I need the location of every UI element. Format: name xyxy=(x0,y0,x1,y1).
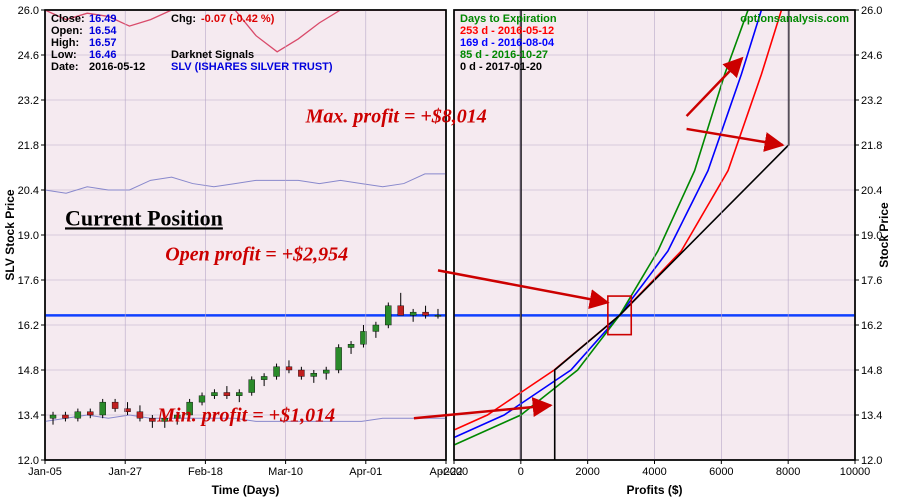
y-axis-label-right: Stock Price xyxy=(877,202,891,268)
svg-text:Apr-01: Apr-01 xyxy=(349,466,382,478)
open-profit-label: Open profit = +$2,954 xyxy=(165,244,348,266)
svg-text:Darknet Signals: Darknet Signals xyxy=(171,49,254,61)
svg-text:13.4: 13.4 xyxy=(861,410,882,422)
svg-text:17.6: 17.6 xyxy=(861,275,882,287)
position-title: Current Position xyxy=(65,205,223,230)
svg-text:8000: 8000 xyxy=(776,466,800,478)
legend-item: 85 d - 2016-10-27 xyxy=(460,49,548,61)
svg-text:2016-05-12: 2016-05-12 xyxy=(89,61,145,73)
svg-text:21.8: 21.8 xyxy=(18,140,39,152)
svg-text:Date:: Date: xyxy=(51,61,79,73)
legend-item: 0 d - 2017-01-20 xyxy=(460,61,542,73)
svg-text:High:: High: xyxy=(51,37,79,49)
x-axis-label-right: Profits ($) xyxy=(626,483,682,497)
legend-item: 169 d - 2016-08-04 xyxy=(460,37,555,49)
svg-text:0: 0 xyxy=(518,466,524,478)
svg-text:13.4: 13.4 xyxy=(18,410,39,422)
svg-text:-2000: -2000 xyxy=(440,466,468,478)
svg-text:19.0: 19.0 xyxy=(18,230,39,242)
svg-text:20.4: 20.4 xyxy=(18,185,39,197)
svg-text:26.0: 26.0 xyxy=(861,5,882,17)
svg-text:24.6: 24.6 xyxy=(18,50,39,62)
min-profit-label: Min. profit = +$1,014 xyxy=(156,404,335,426)
legend-item: 253 d - 2016-05-12 xyxy=(460,25,554,37)
ticker-label: SLV (ISHARES SILVER TRUST) xyxy=(171,61,333,73)
svg-text:16.46: 16.46 xyxy=(89,49,117,61)
svg-text:16.57: 16.57 xyxy=(89,37,117,49)
svg-text:23.2: 23.2 xyxy=(18,95,39,107)
svg-text:21.8: 21.8 xyxy=(861,140,882,152)
svg-text:14.8: 14.8 xyxy=(18,365,39,377)
legend-title: Days to Expiration xyxy=(460,13,557,25)
svg-text:-0.07 (-0.42 %): -0.07 (-0.42 %) xyxy=(201,13,275,25)
svg-text:20.4: 20.4 xyxy=(861,185,882,197)
svg-text:Low:: Low: xyxy=(51,49,77,61)
y-axis-label-left: SLV Stock Price xyxy=(3,189,17,280)
brand-label: optionsanalysis.com xyxy=(740,13,849,25)
svg-text:4000: 4000 xyxy=(642,466,666,478)
x-axis-label-left: Time (Days) xyxy=(212,483,280,497)
svg-text:Open:: Open: xyxy=(51,25,83,37)
svg-text:6000: 6000 xyxy=(709,466,733,478)
svg-text:24.6: 24.6 xyxy=(861,50,882,62)
svg-text:Jan-27: Jan-27 xyxy=(108,466,142,478)
svg-text:2000: 2000 xyxy=(575,466,599,478)
svg-text:Chg:: Chg: xyxy=(171,13,196,25)
svg-text:26.0: 26.0 xyxy=(18,5,39,17)
svg-text:Feb-18: Feb-18 xyxy=(188,466,223,478)
svg-text:16.49: 16.49 xyxy=(89,13,117,25)
svg-text:16.2: 16.2 xyxy=(861,320,882,332)
svg-text:10000: 10000 xyxy=(840,466,871,478)
max-profit-label: Max. profit = +$8,014 xyxy=(305,106,487,128)
svg-text:Close:: Close: xyxy=(51,13,85,25)
svg-text:16.54: 16.54 xyxy=(89,25,117,37)
svg-text:Mar-10: Mar-10 xyxy=(268,466,303,478)
svg-text:Jan-05: Jan-05 xyxy=(28,466,62,478)
svg-text:16.2: 16.2 xyxy=(18,320,39,332)
svg-text:14.8: 14.8 xyxy=(861,365,882,377)
svg-text:23.2: 23.2 xyxy=(861,95,882,107)
dual-panel-chart: 12.012.013.413.414.814.816.216.217.617.6… xyxy=(0,0,900,500)
svg-text:17.6: 17.6 xyxy=(18,275,39,287)
